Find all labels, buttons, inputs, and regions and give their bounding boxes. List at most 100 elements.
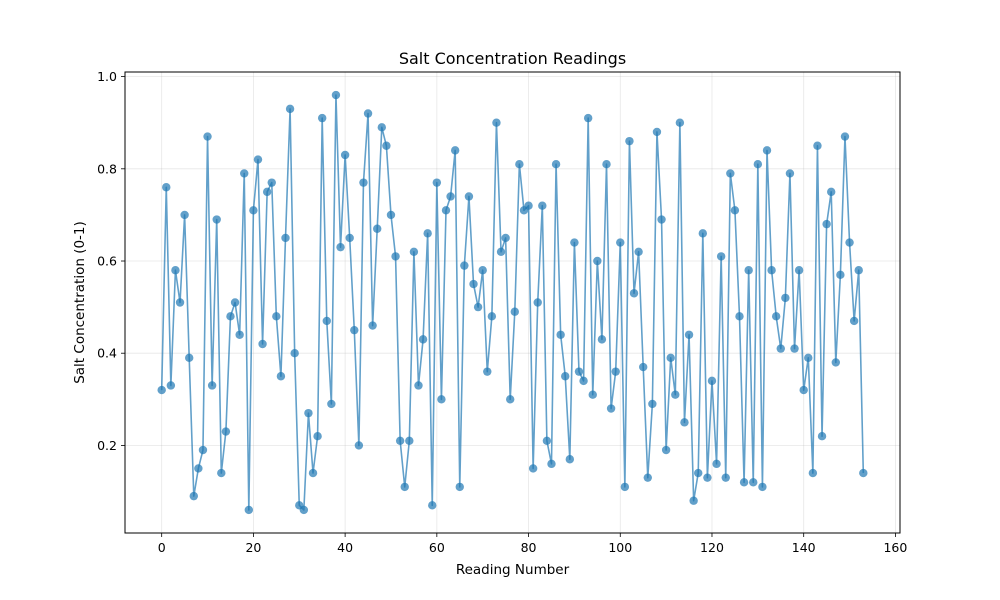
data-point	[698, 229, 708, 238]
data-point	[400, 482, 409, 492]
data-point	[799, 385, 808, 395]
data-point	[776, 344, 785, 353]
data-point	[212, 215, 221, 224]
data-point	[726, 169, 735, 178]
data-point	[373, 224, 382, 233]
data-point	[735, 312, 744, 321]
data-point	[157, 385, 166, 395]
data-point	[689, 496, 698, 505]
data-point	[827, 187, 836, 197]
data-point	[171, 266, 180, 275]
data-point	[446, 192, 455, 201]
data-point	[469, 279, 478, 289]
y-tick-label: 0.2	[97, 438, 117, 453]
data-point	[840, 132, 850, 141]
data-point	[712, 459, 721, 469]
data-point	[253, 155, 263, 164]
data-point	[272, 312, 281, 321]
y-tick-label: 1.0	[97, 69, 117, 84]
data-point	[739, 478, 749, 487]
data-point	[345, 233, 354, 243]
data-point	[694, 468, 703, 478]
data-point	[593, 256, 602, 266]
data-point	[574, 367, 584, 376]
data-point	[340, 150, 350, 160]
data-point	[180, 210, 189, 220]
data-point	[703, 473, 712, 482]
data-point	[249, 206, 258, 215]
data-point	[859, 468, 868, 478]
data-point	[418, 335, 428, 344]
x-axis-ticks: 0 20 40 60 80 100 120 140 160	[158, 533, 907, 555]
y-axis-ticks: 0.2 0.4 0.6 0.8 1.0	[97, 69, 125, 453]
data-point	[185, 353, 194, 363]
data-point	[616, 238, 625, 247]
x-tick-label: 20	[245, 540, 261, 555]
data-point	[528, 464, 538, 473]
data-point	[565, 455, 575, 464]
data-point	[441, 206, 451, 215]
data-point	[391, 252, 400, 261]
data-point	[506, 395, 515, 404]
y-tick-label: 0.6	[97, 254, 117, 269]
data-point	[813, 141, 822, 150]
data-point	[455, 482, 464, 492]
data-point	[423, 229, 432, 238]
x-tick-label: 120	[700, 540, 724, 555]
data-point	[583, 113, 593, 123]
data-point	[666, 353, 675, 363]
data-point	[276, 372, 286, 381]
data-point	[749, 478, 758, 487]
data-point	[290, 349, 299, 358]
data-point	[235, 330, 244, 339]
data-point	[478, 266, 487, 275]
data-point	[524, 201, 533, 210]
data-point	[483, 367, 492, 376]
data-point	[267, 178, 276, 187]
data-point	[716, 252, 726, 261]
data-point	[230, 298, 240, 307]
data-point	[285, 104, 295, 114]
data-point	[680, 418, 689, 427]
data-point	[189, 491, 198, 501]
data-point	[547, 459, 556, 469]
data-point	[542, 436, 552, 445]
data-point	[194, 464, 203, 473]
data-point	[313, 431, 322, 441]
data-point	[684, 330, 694, 339]
data-point	[363, 109, 373, 118]
data-point	[767, 266, 776, 275]
data-point	[437, 395, 446, 404]
x-tick-label: 160	[883, 540, 907, 555]
data-point	[707, 376, 717, 386]
data-point	[781, 293, 790, 303]
x-tick-label: 60	[429, 540, 445, 555]
data-point	[771, 312, 781, 321]
data-point	[350, 325, 359, 335]
data-point	[359, 178, 368, 187]
data-point	[808, 468, 818, 478]
data-point	[606, 404, 616, 413]
data-point	[817, 431, 827, 441]
data-point	[409, 247, 419, 256]
x-tick-label: 140	[792, 540, 816, 555]
data-point	[240, 169, 249, 178]
data-point	[258, 339, 267, 349]
data-point	[382, 141, 391, 150]
data-point	[221, 427, 231, 436]
data-points	[157, 90, 868, 515]
data-point	[629, 289, 639, 298]
data-point	[597, 335, 607, 344]
data-point	[496, 247, 506, 256]
data-point	[721, 473, 730, 482]
data-point	[515, 160, 524, 169]
data-point	[625, 136, 634, 146]
data-point	[643, 473, 652, 482]
data-point	[570, 238, 579, 247]
data-point	[804, 353, 813, 363]
data-point	[657, 215, 666, 224]
data-point	[538, 201, 547, 210]
data-point	[395, 436, 405, 445]
data-point	[561, 372, 570, 381]
